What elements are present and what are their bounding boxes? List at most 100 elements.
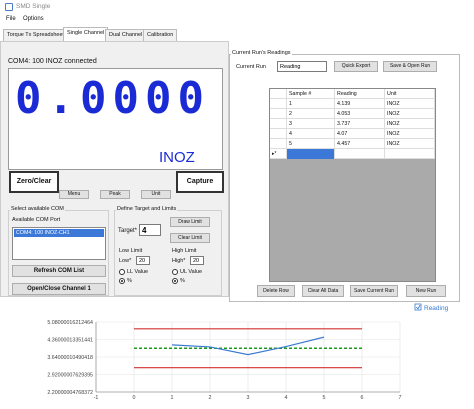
x-tick-label: 5: [323, 395, 326, 401]
x-tick-label: 1: [171, 395, 174, 401]
ul-percent-radio[interactable]: [172, 278, 178, 284]
open-close-channel-button[interactable]: Open/Close Channel 1: [12, 283, 106, 295]
cell-unit[interactable]: INOZ: [385, 119, 435, 129]
cell-sample[interactable]: 5: [287, 139, 335, 149]
header-reading[interactable]: Reading: [335, 89, 385, 99]
low-label: Low*: [119, 258, 132, 264]
tab-calibration[interactable]: Calibration: [143, 29, 178, 41]
reading-value: 0.0000: [15, 73, 210, 124]
clear-limit-button[interactable]: Clear Limit: [170, 233, 210, 243]
ll-value-radio[interactable]: [119, 269, 125, 275]
menu-file[interactable]: File: [6, 16, 16, 22]
save-current-run-button[interactable]: Save Current Run: [350, 285, 398, 297]
x-tick-label: 3: [247, 395, 250, 401]
table-header: Sample # Reading Unit: [270, 89, 435, 99]
ll-value-label: LL Value: [127, 269, 149, 275]
capture-button[interactable]: Capture: [176, 171, 224, 193]
tab-torque-spreadsheet[interactable]: Torque Tx Spreadsheet: [3, 29, 69, 41]
low-limit-label: Low Limit: [119, 248, 143, 254]
x-tick-label: 0: [133, 395, 136, 401]
com-port-item[interactable]: COM4: 100 INOZ-CH1: [14, 229, 104, 237]
refresh-com-button[interactable]: Refresh COM List: [12, 265, 106, 277]
readings-table: Sample # Reading Unit 1 4.139 INOZ 2 4.0…: [269, 88, 436, 282]
save-open-run-button[interactable]: Save & Open Run: [383, 61, 437, 72]
window-title: SMD Single: [16, 3, 51, 10]
high-label: High*: [172, 258, 186, 264]
connection-status: COM4: 100 INOZ connected: [8, 58, 97, 65]
series-line-reading: [171, 336, 325, 356]
header-sample[interactable]: Sample #: [287, 89, 335, 99]
x-tick-label: 7: [399, 395, 402, 401]
x-tick-label: -1: [94, 395, 99, 401]
cell-reading-new[interactable]: [335, 149, 385, 159]
cell-sample[interactable]: 4: [287, 129, 335, 139]
table-row[interactable]: 2 4.053 INOZ: [270, 109, 435, 119]
draw-limit-button[interactable]: Draw Limit: [170, 217, 210, 227]
ul-value-label: UL Value: [180, 269, 203, 275]
menu-options[interactable]: Options: [23, 16, 44, 22]
y-tick-label: 4.36000013351441: [47, 338, 93, 344]
title-bar: SMD Single: [0, 0, 474, 14]
table-row[interactable]: 3 3.737 INOZ: [270, 119, 435, 129]
header-unit[interactable]: Unit: [385, 89, 435, 99]
high-limit-label: High Limit: [172, 248, 197, 254]
app-icon: [5, 3, 13, 11]
current-run-group-label: Current Run's Readings: [231, 50, 292, 56]
table-row[interactable]: 5 4.457 INOZ: [270, 139, 435, 149]
high-limit-input[interactable]: [190, 256, 204, 265]
zero-clear-button[interactable]: Zero/Clear: [9, 171, 59, 193]
available-com-label: Available COM Port: [12, 217, 61, 223]
cell-reading[interactable]: 4.139: [335, 99, 385, 109]
ul-percent-label: %: [180, 278, 185, 284]
clear-all-data-button[interactable]: Clear All Data: [302, 285, 344, 297]
cell-unit[interactable]: INOZ: [385, 139, 435, 149]
x-tick-label: 6: [361, 395, 364, 401]
cell-unit[interactable]: INOZ: [385, 129, 435, 139]
cell-sample[interactable]: 3: [287, 119, 335, 129]
x-tick-label: 2: [209, 395, 212, 401]
y-tick-label: 3.64000010490418: [47, 355, 93, 361]
menu-button[interactable]: Menu: [59, 190, 89, 199]
table-row[interactable]: 1 4.139 INOZ: [270, 99, 435, 109]
x-tick-label: 4: [285, 395, 288, 401]
cell-sample-new[interactable]: [287, 149, 335, 159]
com-port-list[interactable]: COM4: 100 INOZ-CH1: [12, 227, 106, 260]
ll-percent-radio[interactable]: [119, 278, 125, 284]
table-new-row[interactable]: ▸*: [270, 149, 435, 159]
cell-reading[interactable]: 4.053: [335, 109, 385, 119]
menu-bar: File Options: [0, 14, 474, 26]
tab-dual-channel[interactable]: Dual Channel: [105, 29, 147, 41]
legend-check-icon: [415, 304, 421, 310]
y-tick-label: 5.08000016212464: [47, 320, 93, 326]
current-run-group: [229, 54, 460, 302]
cell-unit[interactable]: INOZ: [385, 99, 435, 109]
reading-display: 0.0000 INOZ Zero/Clear Capture: [8, 68, 224, 193]
quick-export-button[interactable]: Quick Export: [334, 61, 378, 72]
target-label: Target*: [118, 228, 138, 234]
new-run-button[interactable]: New Run: [406, 285, 446, 297]
legend-checkbox: [414, 303, 422, 311]
reading-chart: 5.08000016212464 4.36000013351441 3.640000…: [0, 300, 474, 407]
cell-reading[interactable]: 3.737: [335, 119, 385, 129]
cell-sample[interactable]: 2: [287, 109, 335, 119]
unit-button[interactable]: Unit: [141, 190, 171, 199]
current-run-input[interactable]: [277, 61, 327, 72]
new-row-marker: ▸*: [270, 149, 287, 159]
low-limit-input[interactable]: [136, 256, 150, 265]
com-group-label: Select available COM: [10, 206, 65, 212]
target-group-label: Define Target and Limits: [116, 206, 178, 212]
peak-button[interactable]: Peak: [100, 190, 130, 199]
cell-unit[interactable]: INOZ: [385, 109, 435, 119]
cell-reading[interactable]: 4.457: [335, 139, 385, 149]
reading-unit: INOZ: [159, 149, 195, 166]
delete-row-button[interactable]: Delete Row: [257, 285, 295, 297]
cell-reading[interactable]: 4.07: [335, 129, 385, 139]
cell-unit-new[interactable]: [385, 149, 435, 159]
y-tick-label: 2.20000004768372: [47, 390, 93, 396]
ul-value-radio[interactable]: [172, 269, 178, 275]
target-input[interactable]: [139, 224, 161, 236]
table-row[interactable]: 4 4.07 INOZ: [270, 129, 435, 139]
cell-sample[interactable]: 1: [287, 99, 335, 109]
tab-single-channel[interactable]: Single Channel: [63, 27, 109, 41]
ll-percent-label: %: [127, 278, 132, 284]
